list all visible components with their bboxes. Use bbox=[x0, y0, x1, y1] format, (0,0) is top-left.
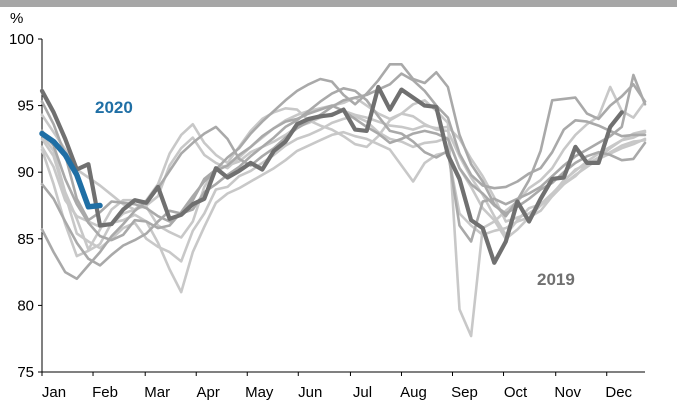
x-tick-label: Aug bbox=[400, 384, 427, 401]
series-line-2019 bbox=[39, 84, 624, 265]
x-tick-label: Dec bbox=[605, 384, 632, 401]
x-tick-label: Jun bbox=[298, 384, 322, 401]
label-2020: 2020 bbox=[95, 98, 133, 117]
x-tick-label: Apr bbox=[197, 384, 220, 401]
highlighted-series bbox=[39, 84, 624, 265]
y-tick-label: 75 bbox=[17, 364, 34, 381]
label-2019: 2019 bbox=[537, 270, 575, 289]
series-line-history-2 bbox=[40, 115, 647, 263]
series-line-history-6 bbox=[40, 72, 647, 281]
x-tick-label: Jul bbox=[353, 384, 372, 401]
top-accent-bar bbox=[0, 0, 677, 7]
x-tick-label: May bbox=[245, 384, 274, 401]
y-tick-label: 100 bbox=[9, 31, 34, 48]
x-tick-label: Jan bbox=[42, 384, 66, 401]
x-tick-label: Sep bbox=[451, 384, 478, 401]
x-tick-label: Mar bbox=[144, 384, 170, 401]
series-line-history-7 bbox=[40, 63, 647, 223]
y-axis-unit-label: % bbox=[10, 10, 23, 27]
series-line-2020 bbox=[39, 130, 103, 210]
axes: 75 80 85 90 95 100 Jan Feb Mar Apr May Jun Jul Aug Sep… bbox=[9, 31, 645, 401]
series-line-history-8 bbox=[40, 73, 647, 267]
y-tick-label: 90 bbox=[17, 164, 34, 181]
y-tick-label: 80 bbox=[17, 297, 34, 314]
y-tick-label: 85 bbox=[17, 231, 34, 248]
y-tick-label: 95 bbox=[17, 98, 34, 115]
x-tick-label: Feb bbox=[92, 384, 118, 401]
x-tick-label: Nov bbox=[554, 384, 581, 401]
x-tick-label: Oct bbox=[504, 384, 528, 401]
